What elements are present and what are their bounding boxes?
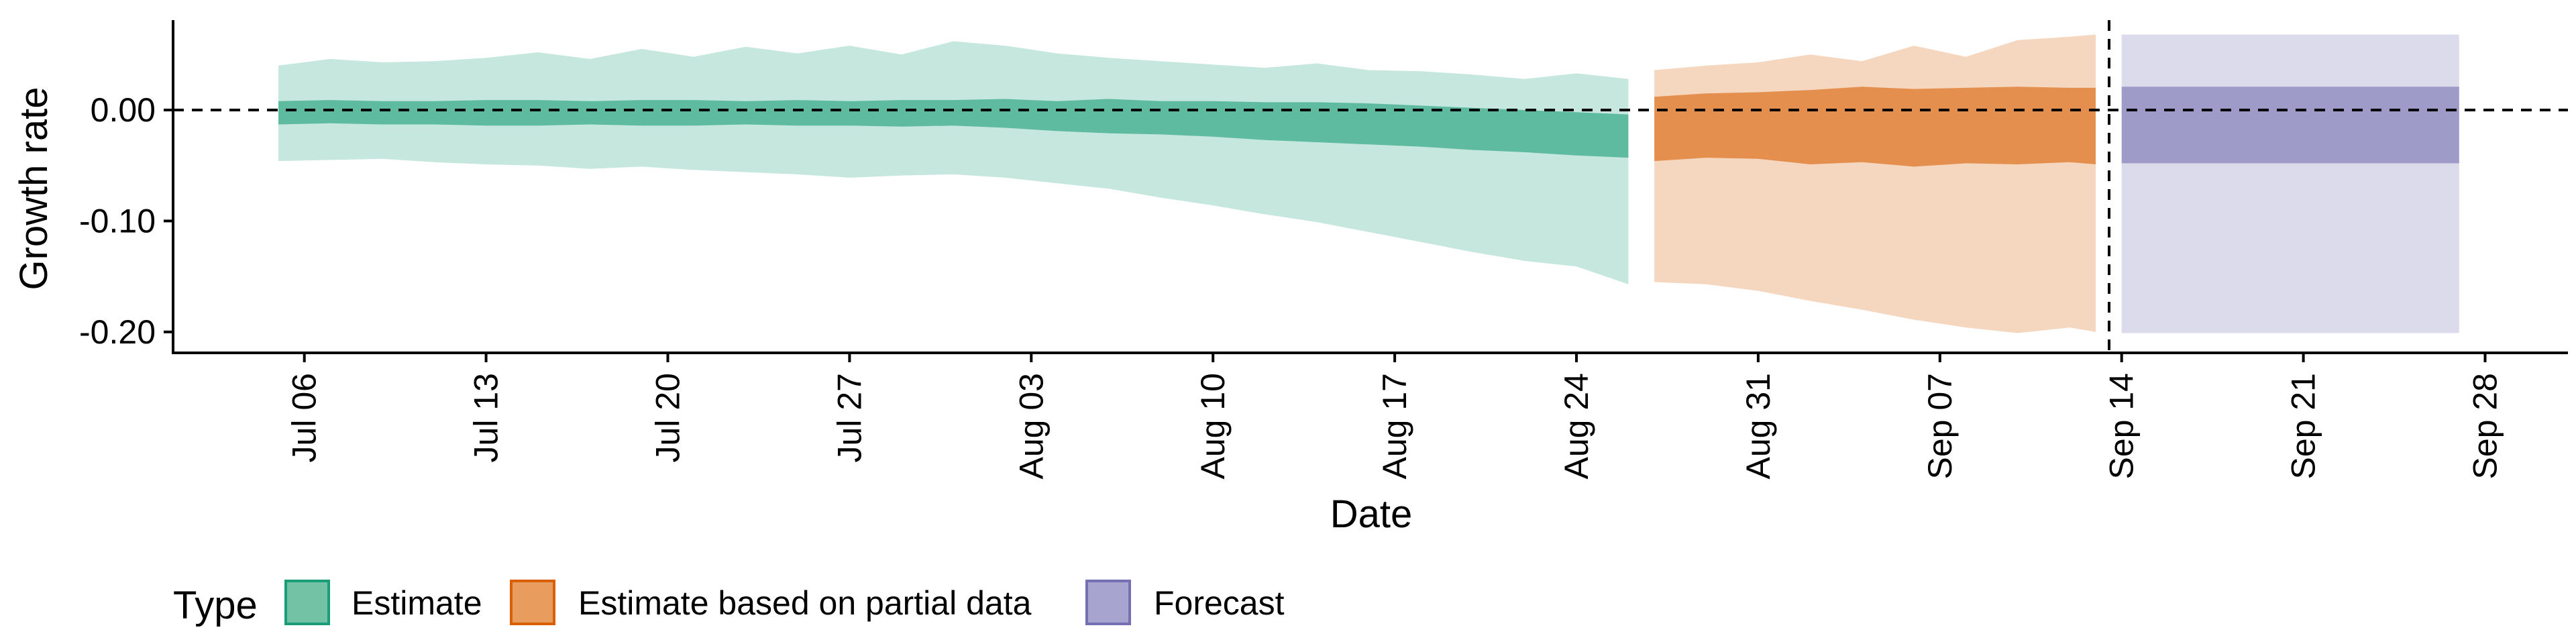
legend-label: Estimate based on partial data — [578, 584, 1032, 622]
axes — [172, 20, 2568, 354]
legend: Type Estimate Estimate based on partial d… — [173, 580, 1285, 627]
legend-label: Forecast — [1154, 584, 1285, 622]
x-tick-label: Jul 20 — [649, 373, 687, 462]
y-tick-label: -0.20 — [79, 313, 156, 351]
x-tick-label: Aug 10 — [1194, 373, 1232, 479]
estimate-outer-band — [278, 41, 1629, 284]
x-tick-label: Sep 28 — [2467, 373, 2504, 479]
x-tick-label: Aug 24 — [1558, 373, 1595, 479]
legend-swatch — [1085, 580, 1131, 625]
x-axis-title: Date — [1330, 492, 1413, 536]
y-tick-label: 0.00 — [91, 91, 156, 129]
reference-lines — [173, 20, 2568, 353]
x-tick-label: Aug 17 — [1376, 373, 1413, 479]
x-tick-label: Sep 07 — [1921, 373, 1959, 479]
estimate-based-on-partial-data-outer-band — [1654, 34, 2096, 333]
x-tick-label: Aug 03 — [1012, 373, 1050, 479]
y-axis-title: Growth rate — [12, 87, 56, 290]
x-tick-label: Aug 31 — [1739, 373, 1777, 479]
legend-title: Type — [173, 584, 258, 627]
estimate-inner-band — [278, 99, 1629, 158]
x-tick-label: Sep 14 — [2103, 373, 2141, 479]
x-tick-label: Sep 21 — [2285, 373, 2322, 479]
y-tick-label: -0.10 — [79, 202, 156, 239]
x-axis-ticks: Jul 06 Jul 13 Jul 20 Jul 27 Aug 03 Aug 10 Aug … — [286, 353, 2504, 479]
forecast-outer-band — [2121, 34, 2459, 333]
x-tick-label: Jul 06 — [286, 373, 323, 462]
legend-swatch — [284, 580, 330, 625]
ribbon-bands — [278, 34, 2459, 333]
estimate-based-on-partial-data-inner-band — [1654, 87, 2096, 167]
legend-swatch — [510, 580, 555, 625]
x-tick-label: Jul 13 — [468, 373, 505, 462]
forecast-inner-band — [2121, 87, 2459, 164]
legend-label: Estimate — [352, 584, 482, 622]
x-tick-label: Jul 27 — [830, 373, 868, 462]
y-axis-ticks: 0.00 -0.10 -0.20 — [79, 91, 173, 351]
